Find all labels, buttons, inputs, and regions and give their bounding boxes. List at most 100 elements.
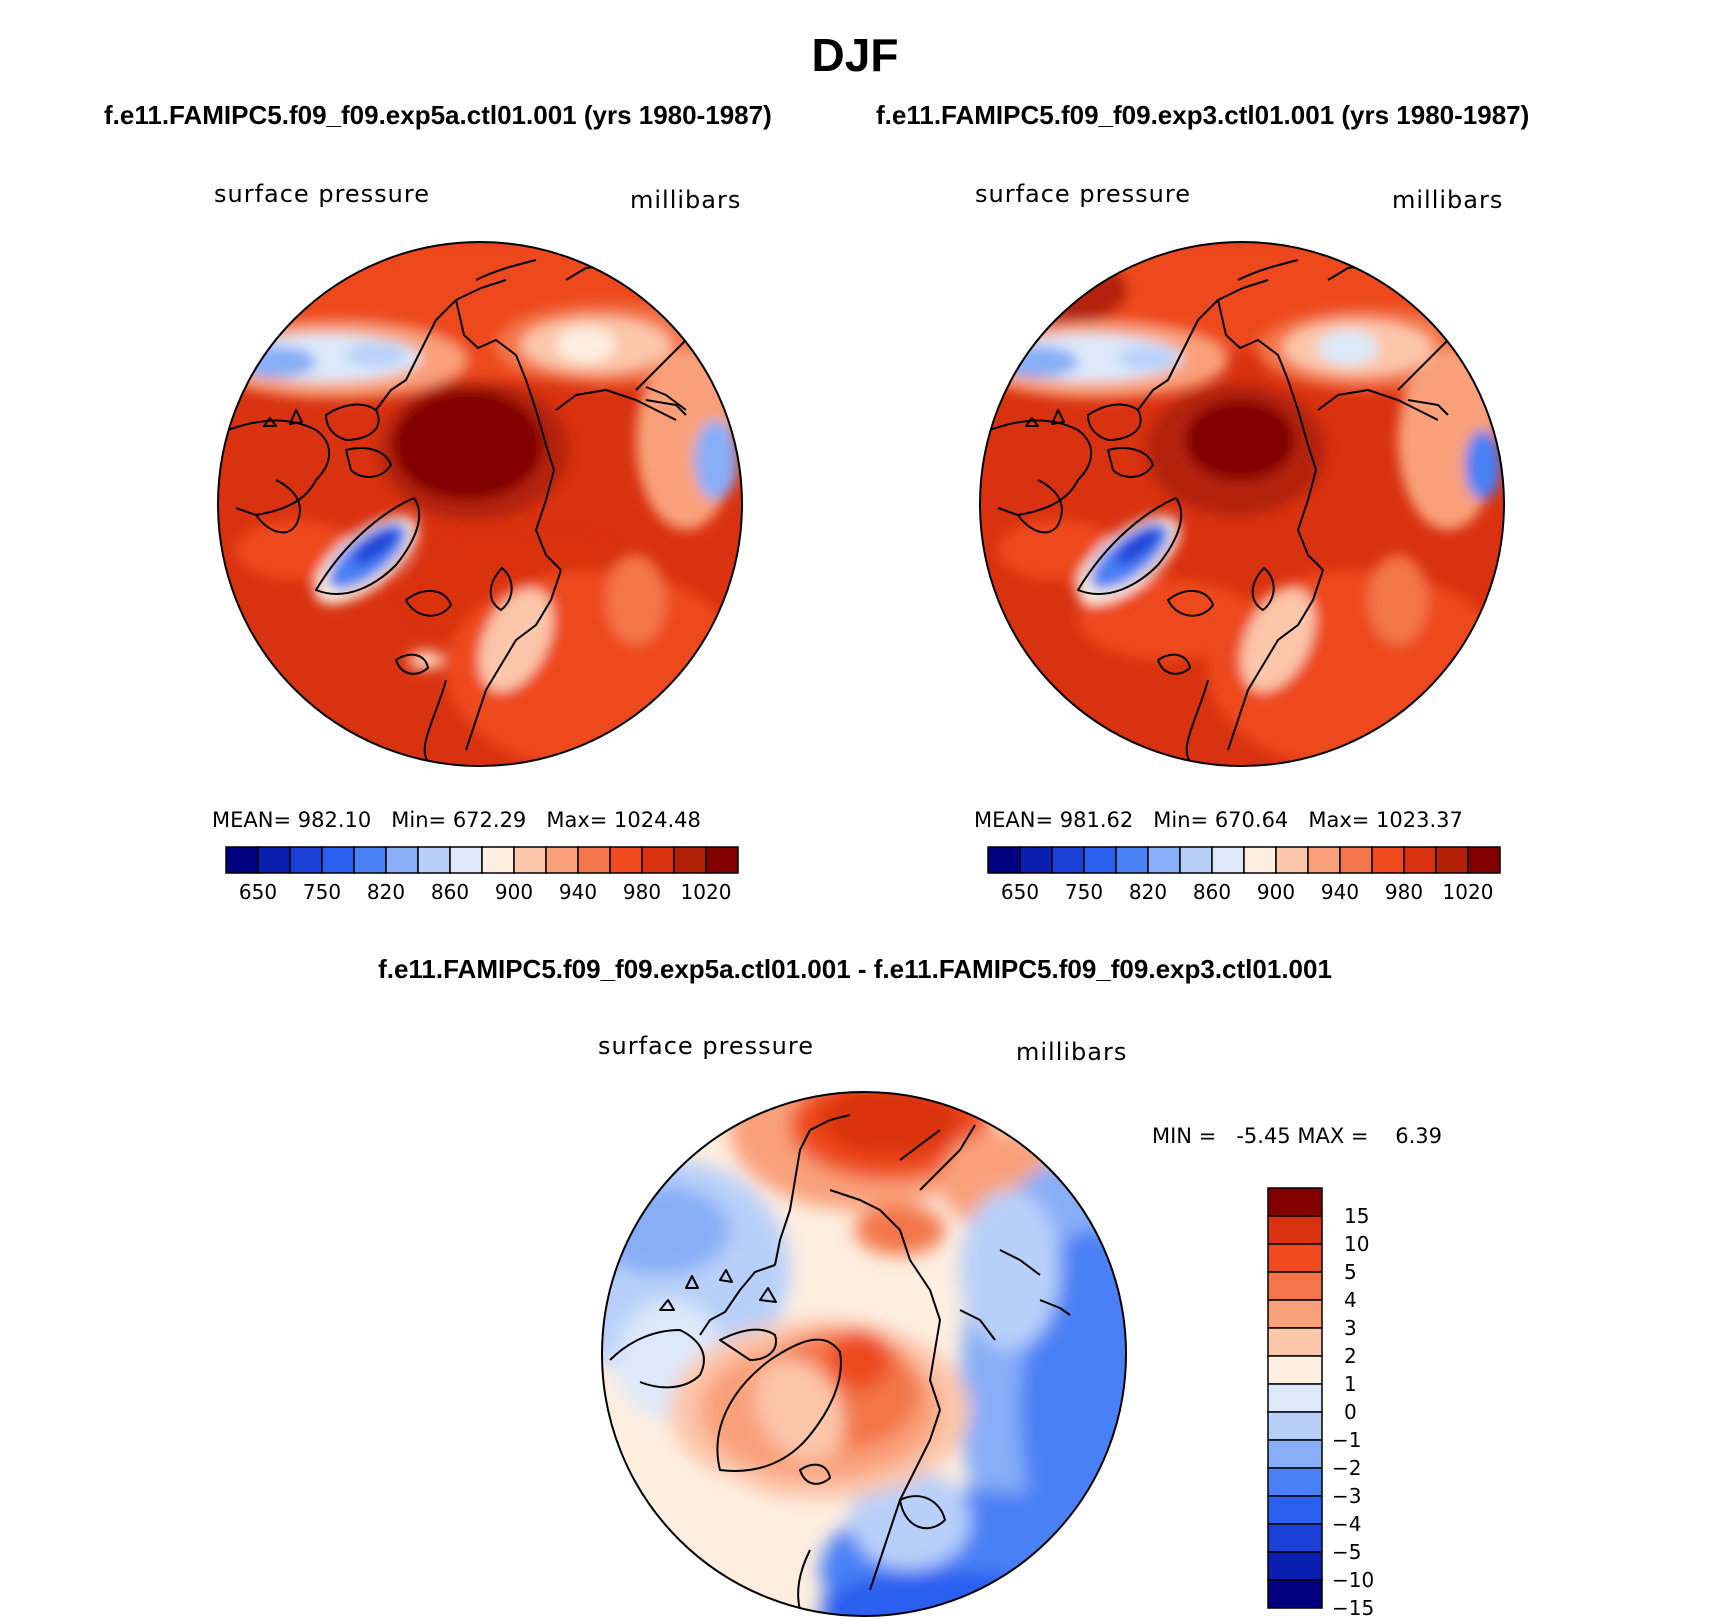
colorbar-tick-label: 860 <box>430 880 470 904</box>
colorbar-tick-label: 4 <box>1344 1288 1357 1312</box>
colorbar-tick-label: 1 <box>1344 1372 1357 1396</box>
colorbar-tick-label: 940 <box>1320 880 1360 904</box>
panel2-stats: MEAN= 981.62 Min= 670.64 Max= 1023.37 <box>974 808 1463 832</box>
map-exp5a <box>217 241 743 767</box>
colorbar-tick-label: −3 <box>1332 1484 1362 1508</box>
panel2-max: 1023.37 <box>1376 808 1463 832</box>
panel3-max: 6.39 <box>1395 1124 1442 1148</box>
colorbar-swatch <box>1403 846 1437 874</box>
panel3-variable-label: surface pressure <box>598 1032 814 1060</box>
colorbar-tick-label: −5 <box>1332 1540 1362 1564</box>
colorbar-exp3 <box>987 846 1501 874</box>
colorbar-swatch <box>1267 1467 1323 1497</box>
colorbar-tick-label: 2 <box>1344 1344 1357 1368</box>
colorbar-swatch <box>609 846 643 874</box>
colorbar-difference-ticks: 15 10 5 4 3 2 1 0 −1 −2 −3 −4 −5 −10 −15 <box>1332 1186 1412 1620</box>
colorbar-tick-label: 15 <box>1344 1204 1370 1228</box>
page-title: DJF <box>811 29 899 81</box>
colorbar-tick-label: 1020 <box>680 880 732 904</box>
panel1-min-label: Min= <box>391 808 447 832</box>
colorbar-swatch <box>705 846 739 874</box>
panel1-mean: 982.10 <box>297 808 372 832</box>
colorbar-swatch <box>385 846 419 874</box>
map-exp3 <box>979 241 1505 767</box>
colorbar-swatch <box>1267 1187 1323 1217</box>
colorbar-swatch <box>353 846 387 874</box>
colorbar-tick-label: 900 <box>494 880 534 904</box>
colorbar-swatch <box>1267 1271 1323 1301</box>
colorbar-swatch <box>1211 846 1245 874</box>
colorbar-tick-label: −4 <box>1332 1512 1362 1536</box>
colorbar-swatch <box>257 846 291 874</box>
colorbar-swatch <box>1083 846 1117 874</box>
panel1-units-label: millibars <box>630 186 742 214</box>
colorbar-tick-label: 750 <box>302 880 342 904</box>
colorbar-swatch <box>1467 846 1501 874</box>
colorbar-tick-label: −2 <box>1332 1456 1362 1480</box>
colorbar-tick-label: 860 <box>1192 880 1232 904</box>
colorbar-tick-label: 980 <box>1384 880 1424 904</box>
panel2-mean: 981.62 <box>1059 808 1134 832</box>
subtitle-right: f.e11.FAMIPC5.f09_f09.exp3.ctl01.001 (yr… <box>876 100 1530 130</box>
colorbar-swatch <box>1267 1383 1323 1413</box>
colorbar-swatch <box>1267 1299 1323 1329</box>
colorbar-swatch <box>1243 846 1277 874</box>
panel1-min: 672.29 <box>452 808 527 832</box>
colorbar-exp5a <box>225 846 739 874</box>
panel3-min-label: MIN = <box>1152 1124 1217 1148</box>
colorbar-tick-label: 940 <box>558 880 598 904</box>
colorbar-tick-label: 650 <box>1000 880 1040 904</box>
panel2-min-label: Min= <box>1153 808 1209 832</box>
colorbar-swatch <box>1179 846 1213 874</box>
panel1-mean-label: MEAN= <box>212 808 292 832</box>
colorbar-swatch <box>417 846 451 874</box>
colorbar-swatch <box>1435 846 1469 874</box>
colorbar-swatch <box>1267 1439 1323 1469</box>
panel2-max-label: Max= <box>1308 808 1370 832</box>
panel1-max: 1024.48 <box>614 808 701 832</box>
colorbar-swatch <box>1051 846 1085 874</box>
diff-subtitle: f.e11.FAMIPC5.f09_f09.exp5a.ctl01.001 - … <box>378 954 1332 984</box>
colorbar-swatch <box>1267 1523 1323 1553</box>
panel3-units-label: millibars <box>1016 1038 1128 1066</box>
colorbar-exp5a-ticks: 650 750 820 860 900 940 980 1020 <box>224 880 740 906</box>
colorbar-tick-label: −1 <box>1332 1428 1362 1452</box>
colorbar-swatch <box>641 846 675 874</box>
colorbar-swatch <box>1019 846 1053 874</box>
colorbar-swatch <box>289 846 323 874</box>
colorbar-swatch <box>225 846 259 874</box>
colorbar-swatch <box>577 846 611 874</box>
panel3-max-label: MAX = <box>1297 1124 1369 1148</box>
colorbar-tick-label: −15 <box>1332 1596 1375 1620</box>
colorbar-swatch <box>1147 846 1181 874</box>
colorbar-tick-label: 820 <box>1128 880 1168 904</box>
colorbar-swatch <box>1267 1551 1323 1581</box>
colorbar-difference <box>1267 1187 1323 1609</box>
panel3-min: -5.45 <box>1236 1124 1291 1148</box>
colorbar-swatch <box>1115 846 1149 874</box>
colorbar-swatch <box>513 846 547 874</box>
colorbar-swatch <box>1275 846 1309 874</box>
panel2-min: 670.64 <box>1214 808 1289 832</box>
panel2-mean-label: MEAN= <box>974 808 1054 832</box>
colorbar-tick-label: 5 <box>1344 1260 1357 1284</box>
colorbar-swatch <box>1267 1579 1323 1609</box>
colorbar-swatch <box>545 846 579 874</box>
colorbar-tick-label: 900 <box>1256 880 1296 904</box>
colorbar-swatch <box>1307 846 1341 874</box>
colorbar-swatch <box>1371 846 1405 874</box>
colorbar-swatch <box>1267 1495 1323 1525</box>
colorbar-swatch <box>1267 1411 1323 1441</box>
panel2-units-label: millibars <box>1392 186 1504 214</box>
colorbar-swatch <box>481 846 515 874</box>
panel3-stats: MIN = -5.45 MAX = 6.39 <box>1152 1124 1442 1148</box>
colorbar-swatch <box>1267 1243 1323 1273</box>
colorbar-tick-label: 980 <box>622 880 662 904</box>
colorbar-swatch <box>673 846 707 874</box>
colorbar-tick-label: 1020 <box>1442 880 1494 904</box>
colorbar-swatch <box>1267 1355 1323 1385</box>
colorbar-exp3-ticks: 650 750 820 860 900 940 980 1020 <box>986 880 1502 906</box>
colorbar-swatch <box>987 846 1021 874</box>
colorbar-tick-label: −10 <box>1332 1568 1375 1592</box>
panel1-stats: MEAN= 982.10 Min= 672.29 Max= 1024.48 <box>212 808 701 832</box>
